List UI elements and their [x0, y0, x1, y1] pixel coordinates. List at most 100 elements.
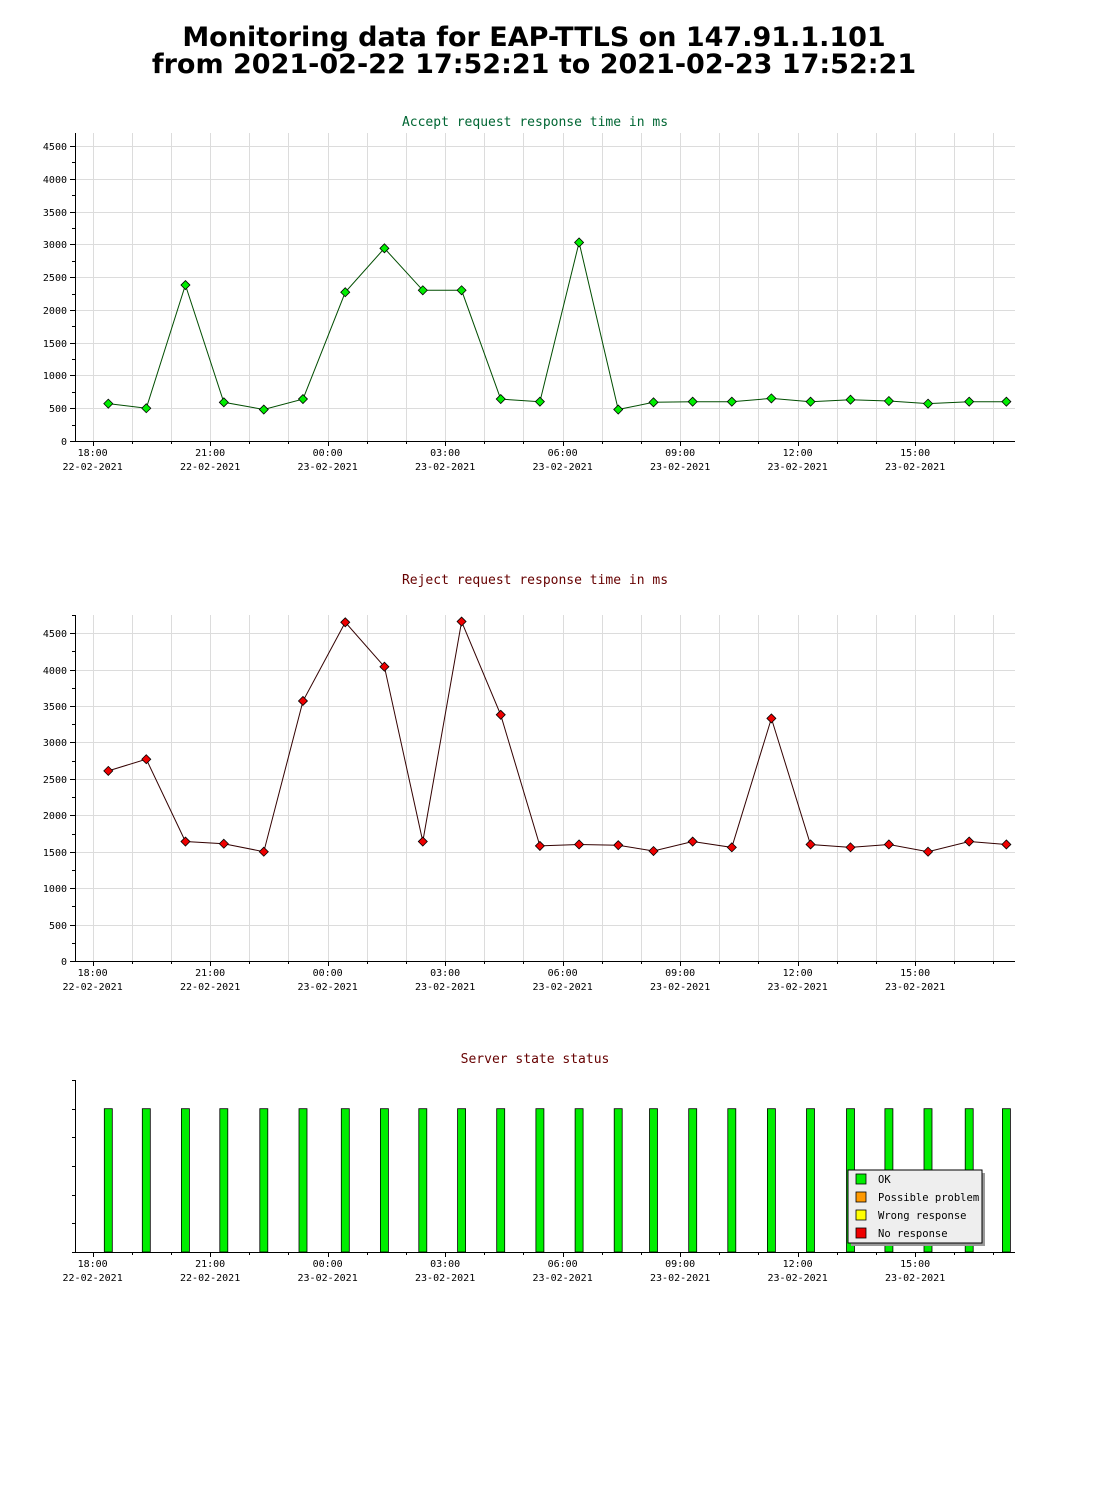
accept-y-tick-label: 2000 [43, 306, 67, 317]
accept-x-tick-time: 00:00 [313, 448, 343, 459]
accept-y-tick-label: 3500 [43, 208, 67, 219]
status-x-tick-time: 03:00 [430, 1259, 460, 1270]
accept-data-point [379, 243, 390, 254]
accept-data-point [805, 396, 816, 407]
status-chart: Server state status 18:00 22-02-2021 21:00 2… [63, 1052, 1015, 1284]
accept-data-point [456, 285, 467, 296]
accept-x-tick-date: 22-02-2021 [63, 462, 123, 473]
accept-data-point [297, 393, 309, 405]
accept-chart: Accept request response time in ms 0 500 10… [43, 115, 1015, 473]
status-x-tick-date: 23-02-2021 [415, 1273, 475, 1284]
status-bar [574, 1108, 584, 1253]
reject-data-point [687, 836, 698, 847]
status-x-tick-time: 00:00 [313, 1259, 343, 1270]
reject-data-point [103, 765, 114, 776]
reject-y-tick-label: 500 [49, 921, 67, 932]
reject-y-tick-label: 2000 [43, 811, 67, 822]
status-x-tick-time: 09:00 [665, 1259, 695, 1270]
reject-data-point [964, 836, 975, 847]
status-x-tick-time: 06:00 [548, 1259, 578, 1270]
accept-data-point [180, 279, 191, 291]
reject-x-tick-time: 15:00 [900, 968, 930, 979]
legend-label: Possible problem [878, 1192, 979, 1204]
legend-swatch [855, 1227, 867, 1239]
status-bar [613, 1108, 623, 1253]
accept-y-tick-label: 1000 [43, 371, 67, 382]
status-x-tick-date: 23-02-2021 [298, 1273, 358, 1284]
status-bar [141, 1108, 151, 1253]
status-x-tick-date: 22-02-2021 [63, 1273, 123, 1284]
accept-data-point [687, 396, 698, 407]
reject-x-tick-time: 18:00 [78, 968, 108, 979]
legend-label: Wrong response [878, 1210, 967, 1222]
reject-y-tick-label: 2500 [43, 775, 67, 786]
reject-series-line [108, 619, 1007, 853]
accept-x-tick-time: 06:00 [548, 448, 578, 459]
reject-data-point [258, 846, 269, 857]
status-x-tick-time: 12:00 [783, 1259, 813, 1270]
status-bar [379, 1108, 389, 1253]
reject-y-tick-label: 0 [61, 957, 67, 968]
reject-y-tick-label: 3000 [43, 738, 67, 749]
status-bar [219, 1108, 229, 1253]
status-bar [535, 1108, 545, 1253]
status-legend: OK Possible problem Wrong response No respo… [847, 1169, 985, 1246]
reject-x-tick-date: 23-02-2021 [885, 982, 945, 993]
reject-data-point [883, 839, 894, 850]
accept-data-point [845, 394, 856, 405]
reject-data-point [534, 840, 545, 851]
accept-data-point [574, 237, 585, 248]
status-x-tick-date: 22-02-2021 [180, 1273, 240, 1284]
reject-data-point [297, 695, 309, 707]
reject-data-point [845, 842, 856, 853]
accept-x-tick-date: 23-02-2021 [298, 462, 358, 473]
status-bar [418, 1108, 428, 1253]
accept-y-tick-label: 2500 [43, 273, 67, 284]
reject-data-point [417, 836, 428, 847]
reject-x-tick-date: 23-02-2021 [298, 982, 358, 993]
accept-data-point [258, 404, 269, 415]
reject-data-point [180, 836, 191, 847]
status-x-tick-date: 23-02-2021 [768, 1273, 828, 1284]
accept-data-point [495, 393, 506, 405]
page-title-line2: from 2021-02-22 17:52:21 to 2021-02-23 1… [151, 49, 917, 80]
reject-data-point [1001, 839, 1012, 850]
reject-x-tick-time: 12:00 [783, 968, 813, 979]
accept-x-tick-time: 21:00 [195, 448, 225, 459]
reject-y-tick-label: 4500 [43, 629, 67, 640]
reject-data-point [379, 661, 390, 672]
reject-y-tick-label: 1000 [43, 884, 67, 895]
reject-x-tick-time: 00:00 [313, 968, 343, 979]
accept-x-tick-time: 03:00 [430, 448, 460, 459]
status-bar [727, 1108, 737, 1253]
accept-data-point [766, 393, 777, 404]
reject-data-point [574, 839, 585, 850]
status-x-tick-time: 18:00 [78, 1259, 108, 1270]
accept-data-point [417, 285, 428, 296]
accept-x-tick-time: 12:00 [783, 448, 813, 459]
status-bar [259, 1108, 269, 1253]
reject-chart: Reject request response time in ms 0 500 10… [43, 573, 1015, 993]
status-x-tick-time: 15:00 [900, 1259, 930, 1270]
reject-data-point [340, 617, 351, 628]
accept-x-tick-date: 22-02-2021 [180, 462, 240, 473]
accept-data-point [726, 396, 737, 407]
accept-data-point [103, 398, 114, 409]
accept-data-point [883, 395, 894, 407]
reject-x-tick-date: 23-02-2021 [533, 982, 593, 993]
status-bar [767, 1108, 776, 1253]
status-bar [180, 1108, 190, 1253]
legend-swatch [855, 1191, 867, 1203]
status-bar [806, 1108, 815, 1253]
reject-data-point [805, 839, 816, 850]
status-x-tick-time: 21:00 [195, 1259, 225, 1270]
reject-data-point [648, 845, 659, 857]
reject-chart-title: Reject request response time in ms [402, 573, 668, 588]
status-bar [1002, 1108, 1011, 1253]
accept-data-point [141, 403, 152, 414]
legend-label: OK [878, 1174, 891, 1186]
status-x-tick-date: 23-02-2021 [650, 1273, 710, 1284]
accept-x-tick-time: 18:00 [78, 448, 108, 459]
reject-x-tick-time: 03:00 [430, 968, 460, 979]
